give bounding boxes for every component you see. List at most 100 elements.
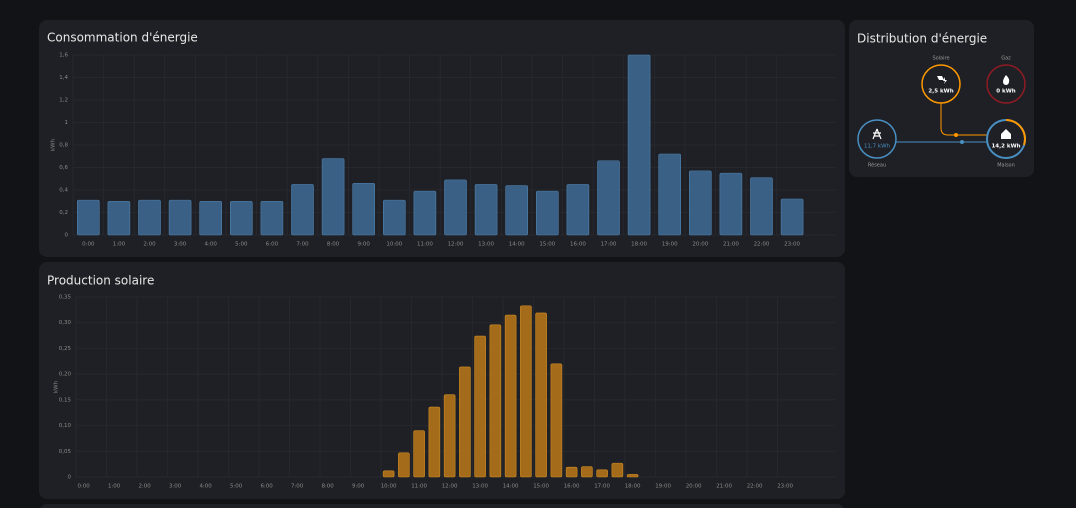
y-tick-label: 0,25 <box>59 346 72 352</box>
x-tick-label: 2:00 <box>138 484 151 490</box>
x-tick-label: 19:00 <box>662 242 678 248</box>
x-tick-label: 3:00 <box>174 242 187 248</box>
card-title: Distribution d'énergie <box>857 32 987 46</box>
bar <box>750 177 773 236</box>
y-tick-label: 0,30 <box>59 320 72 326</box>
y-axis-label: kWh <box>54 380 60 393</box>
x-tick-label: 23:00 <box>784 242 800 248</box>
x-tick-label: 9:00 <box>358 242 371 248</box>
x-tick-label: 21:00 <box>723 242 739 248</box>
x-tick-label: 1:00 <box>108 484 121 490</box>
bar <box>474 335 486 478</box>
x-tick-label: 11:00 <box>417 242 433 248</box>
x-tick-label: 20:00 <box>686 484 702 490</box>
x-tick-label: 19:00 <box>655 484 671 490</box>
bar <box>596 469 608 478</box>
x-tick-label: 13:00 <box>472 484 488 490</box>
y-tick-label: 0,2 <box>59 210 68 216</box>
x-tick-label: 6:00 <box>260 484 273 490</box>
home-icon <box>1001 129 1011 139</box>
x-tick-label: 6:00 <box>266 242 279 248</box>
node-value: 2,5 kWh <box>928 89 953 95</box>
x-tick-label: 0:00 <box>82 242 95 248</box>
charts: Consommation d'énergiekWh00,20,40,60,811… <box>47 31 835 490</box>
bar <box>138 199 161 236</box>
y-tick-label: 1 <box>65 120 69 126</box>
chart-title: Consommation d'énergie <box>47 31 198 45</box>
x-tick-label: 1:00 <box>113 242 126 248</box>
bar <box>107 200 131 236</box>
bolt-icon <box>943 77 947 84</box>
bar <box>565 466 578 478</box>
x-tick-label: 12:00 <box>448 242 464 248</box>
x-tick-label: 7:00 <box>291 484 304 490</box>
x-tick-label: 16:00 <box>570 242 586 248</box>
x-tick-label: 7:00 <box>296 242 309 248</box>
x-tick-label: 22:00 <box>747 484 763 490</box>
bar <box>597 160 620 236</box>
x-tick-label: 23:00 <box>777 484 793 490</box>
bar <box>688 170 712 236</box>
bar <box>413 190 437 236</box>
x-tick-label: 8:00 <box>321 484 334 490</box>
x-tick-label: 13:00 <box>478 242 494 248</box>
y-axis-label: kWh <box>51 138 57 151</box>
gas-icon <box>1003 75 1010 85</box>
energy-distribution: Distribution d'énergie Solaire 2,5 kWh G… <box>857 32 1026 169</box>
y-tick-label: 0,6 <box>59 165 68 171</box>
x-tick-label: 3:00 <box>169 484 182 490</box>
bar <box>627 54 651 236</box>
card <box>40 504 844 508</box>
bar <box>230 200 253 236</box>
x-tick-label: 12:00 <box>442 484 458 490</box>
bar <box>504 314 517 478</box>
bar <box>535 312 547 478</box>
flow-dot <box>954 133 958 137</box>
bar <box>520 305 532 478</box>
bar <box>719 172 743 236</box>
x-tick-label: 8:00 <box>327 242 340 248</box>
solar-node <box>921 64 961 104</box>
y-tick-label: 0,35 <box>59 295 72 301</box>
bar <box>260 200 284 236</box>
node-value: 14,2 kWh <box>991 144 1020 150</box>
x-tick-label: 14:00 <box>509 242 525 248</box>
bar <box>474 184 498 236</box>
bar <box>77 199 100 236</box>
bar <box>168 199 192 236</box>
y-tick-label: 1,2 <box>59 98 68 104</box>
bar <box>398 452 410 478</box>
bar <box>443 394 456 478</box>
x-tick-label: 10:00 <box>386 242 402 248</box>
grid-icon <box>872 128 882 140</box>
x-tick-label: 2:00 <box>143 242 156 248</box>
x-tick-label: 21:00 <box>716 484 732 490</box>
x-tick-label: 4:00 <box>199 484 212 490</box>
x-tick-label: 9:00 <box>352 484 365 490</box>
bar <box>382 199 406 236</box>
bar <box>658 153 682 236</box>
bar <box>566 184 590 236</box>
y-tick-label: 1,6 <box>59 53 68 59</box>
flow-line <box>940 103 988 136</box>
x-tick-label: 17:00 <box>594 484 610 490</box>
bar <box>489 324 502 478</box>
x-tick-label: 15:00 <box>539 242 555 248</box>
node-label: Solaire <box>932 56 949 62</box>
grid-node <box>857 119 897 159</box>
y-tick-label: 0 <box>68 475 72 481</box>
x-tick-label: 15:00 <box>533 484 549 490</box>
bar <box>428 406 441 478</box>
node-label: Maison <box>997 163 1015 169</box>
flow-dot <box>960 140 964 144</box>
x-tick-label: 22:00 <box>754 242 770 248</box>
node-value: 11,7 kWh <box>864 144 891 150</box>
y-tick-label: 0,8 <box>59 143 68 149</box>
x-tick-label: 18:00 <box>631 242 647 248</box>
bar <box>444 179 467 236</box>
x-tick-label: 16:00 <box>564 484 580 490</box>
bar <box>459 366 471 478</box>
x-tick-label: 10:00 <box>381 484 397 490</box>
bar <box>626 474 639 478</box>
